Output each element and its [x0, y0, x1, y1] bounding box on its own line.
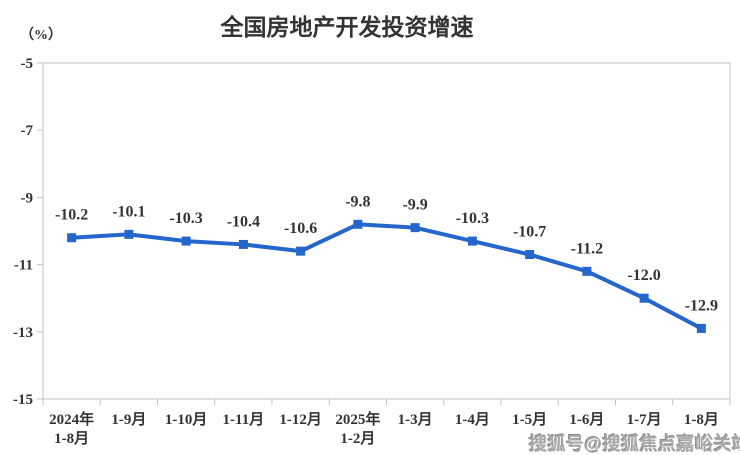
- data-point-marker: [353, 219, 363, 229]
- data-point-label: -10.4: [227, 213, 260, 230]
- data-point-label: -10.2: [55, 207, 88, 224]
- data-point-marker: [181, 236, 191, 246]
- chart-title: 全国房地产开发投资增速: [220, 14, 474, 40]
- data-point-marker: [67, 233, 77, 243]
- data-point-label: -10.1: [112, 203, 145, 220]
- y-tick-label: -5: [21, 56, 34, 72]
- data-point-label: -12.9: [685, 297, 718, 314]
- data-point-marker: [410, 223, 420, 233]
- data-point-label: -10.3: [456, 210, 489, 227]
- data-point-marker: [582, 266, 592, 276]
- y-tick-label: -15: [13, 392, 33, 408]
- y-tick-label: -7: [21, 123, 34, 139]
- x-category-label: 2025年: [335, 410, 380, 428]
- y-tick-label: -13: [13, 325, 33, 341]
- data-point-marker: [696, 323, 706, 333]
- watermark-text: 搜狐号@搜狐焦点嘉峪关站: [529, 434, 740, 454]
- data-point-marker: [467, 236, 477, 246]
- y-axis-unit-label: （%）: [20, 28, 62, 43]
- x-category-label: 1-5月: [512, 411, 547, 428]
- data-point-label: -11.2: [571, 240, 603, 257]
- x-category-label: 2024年: [49, 410, 94, 428]
- x-category-label: 1-3月: [398, 411, 433, 428]
- x-category-label: 1-12月: [279, 411, 322, 428]
- y-tick-label: -9: [21, 190, 34, 206]
- data-point-marker: [525, 250, 535, 260]
- x-category-label: 1-6月: [569, 411, 604, 428]
- data-point-label: -12.0: [627, 267, 660, 284]
- x-category-label: 1-7月: [627, 411, 662, 428]
- data-point-label: -10.7: [513, 224, 546, 241]
- data-point-label: -10.3: [169, 210, 202, 227]
- data-point-marker: [238, 239, 248, 249]
- data-point-label: -10.6: [284, 220, 317, 237]
- x-category-label: 1-8月: [684, 411, 719, 428]
- x-category-label: 1-2月: [340, 430, 375, 447]
- x-category-label: 1-9月: [111, 411, 146, 428]
- data-point-label: -9.8: [345, 193, 370, 210]
- data-point-marker: [124, 229, 134, 239]
- y-tick-label: -11: [14, 258, 33, 274]
- x-category-label: 1-11月: [223, 411, 265, 428]
- data-point-marker: [296, 246, 306, 256]
- data-point-marker: [639, 293, 649, 303]
- x-category-label: 1-8月: [54, 430, 89, 447]
- x-category-label: 1-10月: [165, 411, 208, 428]
- plot-border: [42, 62, 731, 400]
- x-category-label: 1-4月: [455, 411, 490, 428]
- data-point-label: -9.9: [402, 197, 427, 214]
- series-line: [69, 222, 704, 331]
